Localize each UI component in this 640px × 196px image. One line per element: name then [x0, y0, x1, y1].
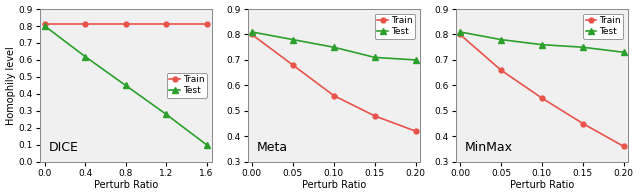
Train	[579, 122, 587, 125]
Legend: Train, Test: Train, Test	[166, 73, 207, 98]
Line: Test: Test	[456, 28, 627, 56]
Train	[538, 97, 546, 99]
Train	[371, 115, 379, 117]
Line: Test: Test	[248, 28, 419, 64]
Line: Train: Train	[250, 32, 418, 134]
Train	[81, 23, 89, 25]
Test	[203, 144, 211, 146]
Test	[579, 46, 587, 48]
Test	[330, 46, 338, 48]
Test	[41, 25, 49, 27]
Train	[163, 23, 170, 25]
Test	[538, 44, 546, 46]
Y-axis label: Homophily level: Homophily level	[6, 46, 15, 125]
Train	[122, 23, 129, 25]
Train	[41, 23, 49, 25]
Train	[289, 64, 297, 66]
Train	[248, 33, 256, 36]
Test	[497, 38, 505, 41]
X-axis label: Perturb Ratio: Perturb Ratio	[93, 181, 158, 191]
Train	[497, 69, 505, 71]
Legend: Train, Test: Train, Test	[583, 14, 623, 39]
Test	[163, 113, 170, 115]
Test	[456, 31, 464, 33]
Test	[620, 51, 628, 54]
Text: MinMax: MinMax	[465, 141, 513, 154]
Test	[412, 59, 419, 61]
Text: Meta: Meta	[257, 141, 287, 154]
X-axis label: Perturb Ratio: Perturb Ratio	[301, 181, 366, 191]
Test	[122, 84, 129, 87]
Test	[289, 38, 297, 41]
Line: Train: Train	[42, 22, 209, 27]
Line: Train: Train	[458, 32, 627, 149]
Train	[330, 94, 338, 97]
Legend: Train, Test: Train, Test	[374, 14, 415, 39]
Test	[81, 55, 89, 58]
Train	[620, 145, 628, 148]
Line: Test: Test	[41, 23, 210, 148]
Train	[456, 33, 464, 36]
Train	[203, 23, 211, 25]
Test	[248, 31, 256, 33]
Text: DICE: DICE	[48, 141, 78, 154]
X-axis label: Perturb Ratio: Perturb Ratio	[510, 181, 574, 191]
Test	[371, 56, 379, 59]
Train	[412, 130, 419, 132]
